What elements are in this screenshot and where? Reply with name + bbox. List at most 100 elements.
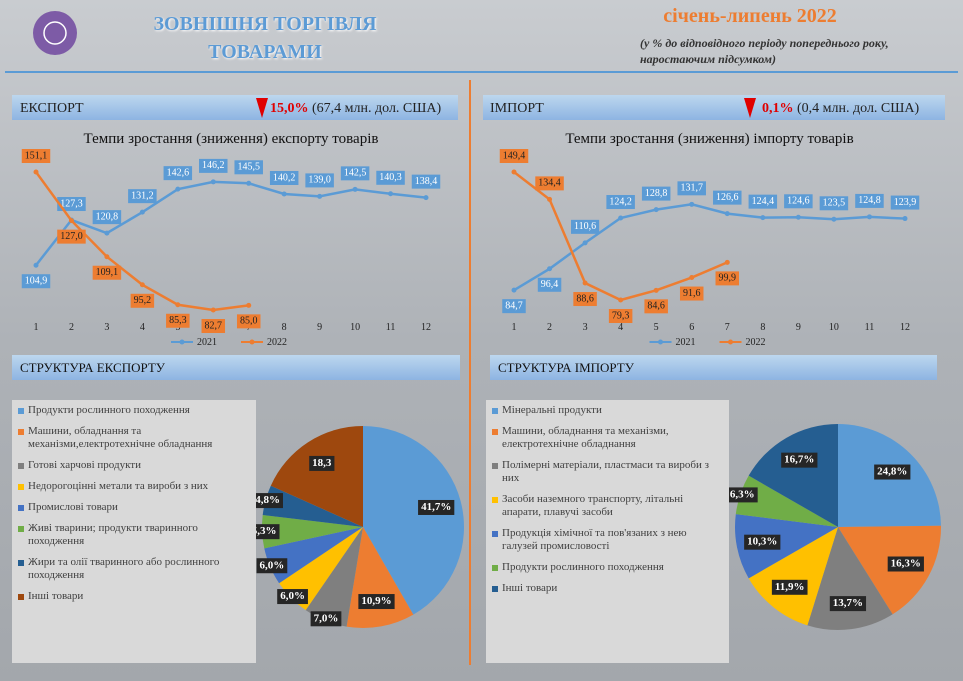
data-label-box	[358, 594, 395, 610]
data-label: 88,6	[576, 293, 594, 304]
data-label: 4,8%	[255, 494, 280, 506]
data-label: 124,6	[787, 196, 810, 207]
data-label: 145,5	[237, 162, 260, 173]
x-tick-label: 1	[34, 322, 39, 333]
data-label: 124,2	[609, 196, 632, 207]
legend-label: Продукція хімічної та пов'язаних з нею г…	[502, 527, 687, 552]
data-label-box	[234, 160, 263, 175]
data-label: 84,6	[647, 301, 665, 312]
point	[760, 215, 766, 221]
legend-swatch	[18, 594, 24, 600]
banner-label: ЕКСПОРТ	[20, 101, 84, 116]
data-label-box	[677, 181, 706, 196]
legend-swatch	[492, 497, 498, 503]
data-label-box	[248, 524, 280, 540]
data-label-box	[537, 277, 562, 292]
chart-title: Темпи зростання (зниження) експорту това…	[84, 131, 379, 147]
point	[68, 218, 74, 224]
series-line	[35, 180, 427, 266]
data-label-box	[411, 174, 441, 189]
point	[317, 193, 323, 199]
data-label-box	[573, 292, 597, 307]
point	[388, 191, 394, 197]
export-banner	[12, 95, 458, 120]
pie-slice	[262, 514, 363, 549]
data-label: 134,4	[538, 178, 561, 189]
data-label-box	[57, 197, 86, 212]
point	[104, 254, 110, 260]
legend-swatch	[18, 484, 24, 490]
data-label: 99,9	[719, 273, 737, 284]
point	[511, 169, 517, 175]
data-label: 123,9	[894, 197, 917, 208]
point	[33, 169, 39, 175]
down-arrow	[744, 98, 756, 118]
legend-marker	[728, 339, 733, 345]
legend-label: Інші товари	[502, 582, 558, 594]
data-label: 120,8	[96, 211, 119, 222]
data-label: 5,3%	[252, 525, 277, 537]
data-label-box	[92, 210, 122, 225]
legend-item: Промислові товари	[18, 501, 250, 514]
data-label-box	[163, 166, 193, 181]
data-label: 140,3	[379, 172, 402, 183]
data-label-box	[21, 274, 51, 289]
x-tick-label: 12	[900, 322, 910, 333]
legend-item: Продукція хімічної та пов'язаних з нею г…	[492, 527, 723, 553]
data-label: 138,4	[415, 176, 438, 187]
data-label: 91,6	[683, 288, 701, 299]
data-label: 24,8%	[877, 466, 907, 478]
data-label-box	[236, 314, 261, 329]
data-label: 146,2	[202, 160, 225, 171]
legend-item: Продукти рослинного походження	[492, 561, 723, 574]
point	[902, 216, 908, 222]
legend-label: Продукти рослинного походження	[502, 561, 664, 573]
data-label: 151,1	[25, 150, 48, 161]
legend-label: Недорогоцінні метали та вироби з них	[28, 480, 209, 492]
data-label-box	[57, 229, 86, 244]
note-line: наростаючим підсумком)	[640, 52, 776, 66]
data-label: 84,7	[505, 300, 523, 311]
point	[653, 287, 659, 293]
point	[139, 209, 145, 215]
x-tick-label: 6	[689, 322, 694, 333]
data-label-box	[340, 166, 370, 181]
legend-swatch	[18, 560, 24, 566]
data-label-box	[713, 190, 742, 205]
data-label-box	[608, 309, 633, 323]
section-banner	[490, 355, 937, 380]
chart-title: СТРУКТУРА ІМПОРТУ	[498, 360, 635, 375]
data-label-box	[199, 158, 228, 173]
data-label: 6,0%	[260, 559, 285, 571]
legend-item: Інші товари	[492, 582, 723, 595]
pie-slice	[363, 425, 465, 615]
legend-item: Інші товари	[18, 590, 250, 603]
data-label: 124,8	[858, 195, 881, 206]
data-label: 142,6	[167, 167, 190, 178]
point	[689, 201, 695, 207]
point	[511, 287, 517, 293]
data-label-box	[309, 455, 335, 471]
legend-label: 2021	[676, 337, 696, 348]
legend-label: Промислові товари	[28, 501, 118, 513]
legend-marker	[658, 339, 663, 345]
legend-swatch	[492, 565, 498, 571]
point	[618, 215, 624, 221]
pie-slice	[748, 424, 838, 527]
legend-label: Продукти рослинного походження	[28, 404, 190, 416]
data-label: 128,8	[645, 188, 668, 199]
legend-label: Мінеральні продукти	[502, 404, 602, 416]
legend-label: Машини, обладнання та механізми,електрот…	[28, 425, 213, 450]
point	[547, 196, 553, 202]
legend-item: Машини, обладнання та механізми, електро…	[492, 425, 723, 451]
x-tick-label: 8	[282, 322, 287, 333]
x-tick-label: 3	[104, 322, 109, 333]
x-tick-label: 3	[583, 322, 588, 333]
point	[582, 240, 588, 246]
pie-slice	[735, 475, 838, 527]
data-label: 127,0	[60, 231, 83, 242]
data-label: 139,0	[308, 175, 331, 186]
legend-item: Мінеральні продукти	[492, 404, 723, 417]
banner-change: 15,0%	[270, 101, 309, 116]
